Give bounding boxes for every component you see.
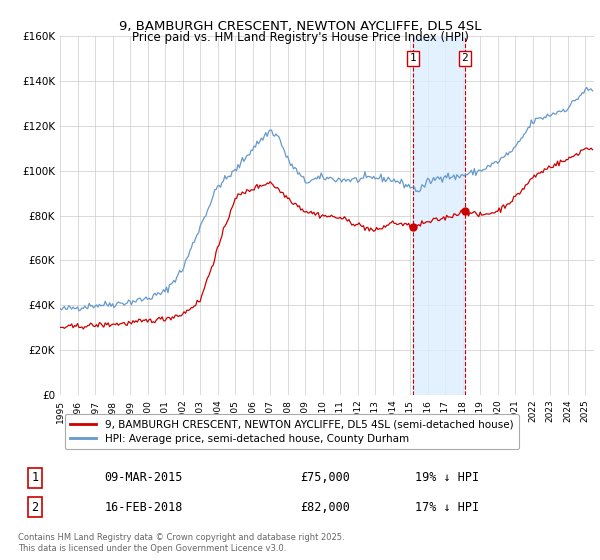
- Text: 09-MAR-2015: 09-MAR-2015: [104, 471, 182, 484]
- Text: Contains HM Land Registry data © Crown copyright and database right 2025.
This d: Contains HM Land Registry data © Crown c…: [18, 533, 344, 553]
- Text: 16-FEB-2018: 16-FEB-2018: [104, 501, 182, 514]
- Legend: 9, BAMBURGH CRESCENT, NEWTON AYCLIFFE, DL5 4SL (semi-detached house), HPI: Avera: 9, BAMBURGH CRESCENT, NEWTON AYCLIFFE, D…: [65, 414, 518, 449]
- Text: 1: 1: [410, 53, 416, 63]
- Text: Price paid vs. HM Land Registry's House Price Index (HPI): Price paid vs. HM Land Registry's House …: [131, 31, 469, 44]
- Text: 9, BAMBURGH CRESCENT, NEWTON AYCLIFFE, DL5 4SL: 9, BAMBURGH CRESCENT, NEWTON AYCLIFFE, D…: [119, 20, 481, 32]
- Text: 19% ↓ HPI: 19% ↓ HPI: [415, 471, 479, 484]
- Text: £82,000: £82,000: [300, 501, 350, 514]
- Text: 2: 2: [31, 501, 38, 514]
- Bar: [413, 36, 465, 395]
- Text: 1: 1: [31, 471, 38, 484]
- Text: £75,000: £75,000: [300, 471, 350, 484]
- Text: 17% ↓ HPI: 17% ↓ HPI: [415, 501, 479, 514]
- Text: 2: 2: [461, 53, 468, 63]
